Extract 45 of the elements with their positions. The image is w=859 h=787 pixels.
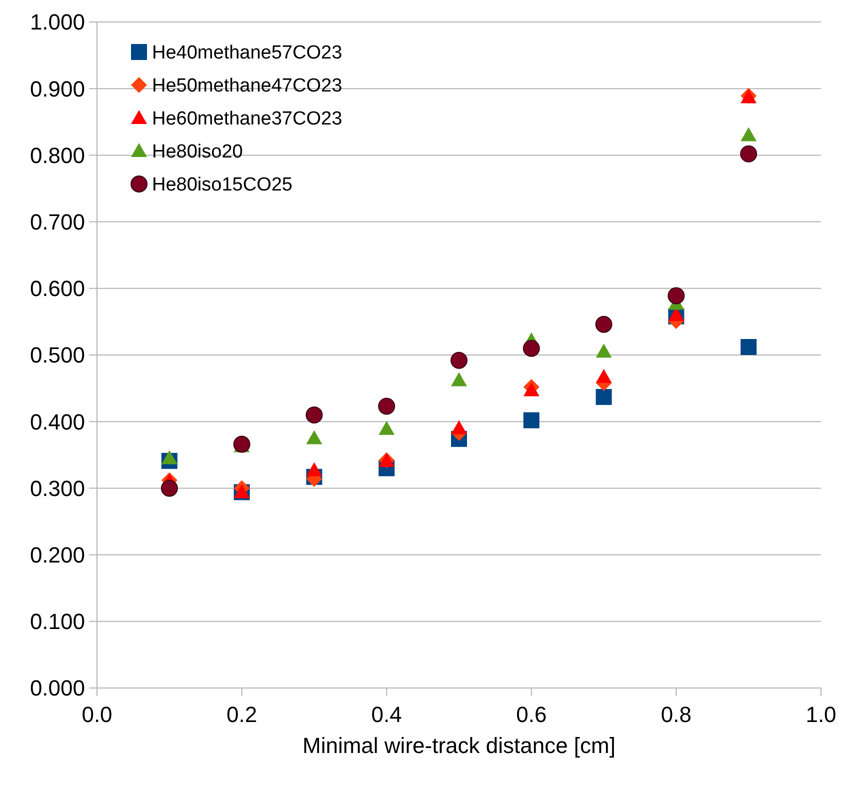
y-tick-label: 0.800 xyxy=(30,142,85,168)
y-tick-label: 1.000 xyxy=(30,10,85,35)
x-tick-label: 0.2 xyxy=(226,702,258,727)
y-tick-label: 0.600 xyxy=(30,276,85,302)
y-tick-label: 0.700 xyxy=(30,210,85,234)
point xyxy=(378,420,395,435)
point xyxy=(595,316,612,333)
point xyxy=(233,436,250,453)
legend-label: He40methane57CO23 xyxy=(152,42,342,64)
point xyxy=(596,388,612,405)
point xyxy=(668,287,685,304)
y-tick-label: 0.200 xyxy=(30,542,85,568)
point xyxy=(740,127,757,142)
point xyxy=(378,398,396,415)
legend-label: He80iso20 xyxy=(152,142,243,163)
x-tick-label: 0.8 xyxy=(660,702,692,727)
point xyxy=(450,352,468,369)
y-tick-label: 0.300 xyxy=(30,476,85,501)
point xyxy=(451,372,467,386)
y-tick-label: 0.900 xyxy=(30,76,85,102)
y-tick-label: 0.100 xyxy=(30,609,85,634)
y-tick-label: 0.000 xyxy=(30,676,85,701)
point xyxy=(596,368,612,383)
point xyxy=(306,406,323,424)
point xyxy=(523,412,540,428)
point xyxy=(306,430,322,444)
x-tick-label: 0.6 xyxy=(516,702,547,727)
x-tick-label: 1.0 xyxy=(806,702,836,727)
point xyxy=(160,480,178,497)
point xyxy=(740,145,758,162)
legend-label: He60methane37CO23 xyxy=(152,108,342,130)
y-tick-label: 0.400 xyxy=(30,409,85,434)
x-tick-label: 0.4 xyxy=(371,702,402,727)
legend-label: He80iso15CO25 xyxy=(152,174,292,196)
point xyxy=(740,339,757,356)
point xyxy=(522,340,540,357)
x-axis-title: Minimal wire-track distance [cm] xyxy=(302,733,616,758)
point xyxy=(306,462,322,476)
x-tick-label: 0.0 xyxy=(82,702,112,727)
point xyxy=(161,450,178,464)
y-tick-label: 0.500 xyxy=(30,342,85,368)
legend-label: He50methane47CO23 xyxy=(152,76,342,97)
point xyxy=(451,420,467,434)
point xyxy=(596,344,612,358)
point xyxy=(523,382,540,396)
